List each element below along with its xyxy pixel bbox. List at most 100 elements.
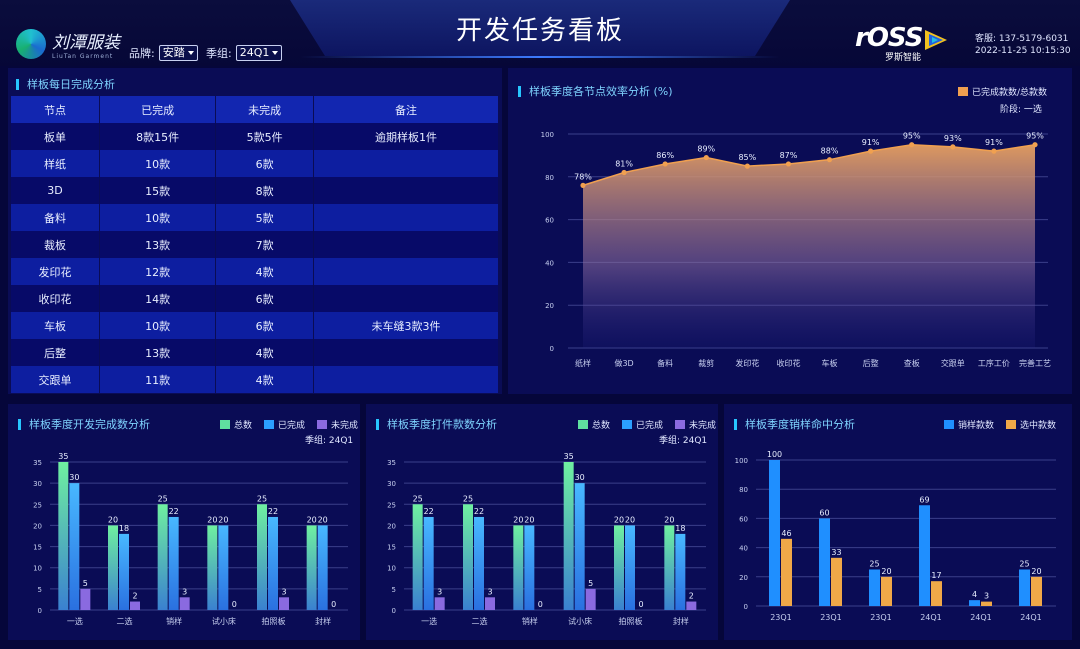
- data-label: 25: [158, 494, 168, 503]
- data-label: 33: [831, 548, 841, 557]
- efficiency-panel-title: 样板季度各节点效率分析 (%): [518, 83, 673, 99]
- brand-select[interactable]: 安踏: [158, 45, 198, 61]
- data-label: 81%: [615, 160, 633, 169]
- x-tick-label: 二选: [472, 616, 488, 626]
- data-label: 30: [575, 473, 585, 482]
- data-label: 20: [614, 515, 624, 524]
- ross-logo-cn: 罗斯智能: [885, 53, 922, 63]
- logo-mark-icon: [16, 29, 46, 59]
- data-label: 95%: [903, 132, 921, 141]
- table-cell: 6款: [215, 150, 315, 177]
- table-cell: 车板: [11, 312, 101, 339]
- chevron-down-icon: [272, 51, 279, 55]
- legend-swatch: [578, 420, 588, 429]
- area-fill: [583, 144, 1035, 348]
- legend-item: 总数: [220, 418, 252, 431]
- legend-label: 总数: [234, 421, 253, 431]
- bar: [306, 525, 317, 610]
- table-cell: 5款: [215, 204, 315, 231]
- y-tick-label: 0: [38, 607, 42, 615]
- table-header-cell: 备注: [313, 96, 499, 123]
- stage-note: 阶段: 一选: [1000, 105, 1042, 115]
- data-label: 0: [538, 600, 543, 609]
- legend-label: 未完成: [689, 421, 717, 431]
- bar: [1019, 569, 1030, 606]
- data-label: 25: [463, 494, 473, 503]
- bar: [869, 569, 880, 606]
- data-label: 3: [437, 587, 442, 596]
- bar: [257, 504, 267, 610]
- x-tick-label: 做3D: [614, 358, 633, 368]
- data-label: 35: [58, 452, 68, 461]
- legend-item: 已完成: [264, 418, 305, 431]
- bar: [317, 525, 328, 610]
- data-label: 0: [331, 600, 336, 609]
- data-point: [950, 144, 956, 150]
- data-label: 3: [182, 587, 187, 596]
- table-cell: 未车缝3款3件: [313, 312, 499, 339]
- data-label: 4: [972, 590, 977, 599]
- table-row: 收印花 14款 6款: [11, 285, 499, 312]
- x-tick-label: 销样: [522, 616, 538, 626]
- x-tick-label: 24Q1: [970, 613, 992, 622]
- table-cell: 4款: [215, 339, 315, 366]
- data-label: 22: [474, 507, 484, 516]
- x-tick-label: 24Q1: [920, 613, 942, 622]
- bar: [485, 597, 495, 610]
- page-title: 开发任务看板: [455, 16, 624, 46]
- data-label: 2: [132, 592, 137, 601]
- y-tick-label: 40: [739, 545, 748, 553]
- data-label: 5: [588, 579, 593, 588]
- legend-swatch: [1006, 420, 1017, 429]
- table-header-cell: 已完成: [99, 96, 217, 123]
- table-row: 交跟单 11款 4款: [11, 366, 499, 393]
- print-legend: 总数 已完成 未完成: [578, 418, 716, 431]
- table-cell: 交跟单: [11, 366, 101, 393]
- table-cell: 11款: [99, 366, 217, 393]
- y-tick-label: 20: [387, 522, 396, 530]
- y-tick-label: 25: [387, 501, 396, 509]
- x-tick-label: 拍照板: [619, 616, 643, 626]
- table-cell: 发印花: [11, 258, 101, 285]
- y-tick-label: 0: [392, 607, 396, 615]
- x-tick-label: 交跟单: [941, 358, 965, 368]
- bar: [781, 538, 792, 606]
- data-label: 69: [919, 495, 929, 504]
- legend-label: 销样款数: [958, 421, 995, 431]
- bar: [218, 525, 229, 610]
- table-cell: [313, 258, 499, 285]
- title-underline: [300, 56, 780, 58]
- y-tick-label: 5: [38, 586, 42, 594]
- legend-item: 未完成: [317, 418, 358, 431]
- table-row: 备料 10款 5款: [11, 204, 499, 231]
- y-tick-label: 20: [739, 574, 748, 582]
- legend-item: 总数: [578, 418, 610, 431]
- data-label: 87%: [780, 151, 798, 160]
- table-cell: 5款5件: [215, 123, 315, 150]
- bar: [675, 533, 686, 610]
- x-tick-label: 拍照板: [262, 616, 286, 626]
- data-point: [991, 148, 997, 154]
- bar: [563, 462, 574, 610]
- table-cell: 4款: [215, 258, 315, 285]
- season-select[interactable]: 24Q1: [235, 45, 283, 61]
- bar: [664, 525, 675, 610]
- print-season-note: 季组: 24Q1: [659, 436, 708, 446]
- legend-swatch: [317, 420, 328, 429]
- y-tick-label: 100: [541, 131, 554, 139]
- bar: [769, 460, 780, 606]
- y-tick-label: 25: [33, 501, 42, 509]
- data-label: 20: [207, 515, 217, 524]
- table-cell: 10款: [99, 204, 217, 231]
- table-cell: 备料: [11, 204, 101, 231]
- y-tick-label: 80: [545, 174, 554, 182]
- data-label: 89%: [697, 145, 715, 154]
- table-row: 样纸 10款 6款: [11, 150, 499, 177]
- data-point: [826, 157, 833, 163]
- x-tick-label: 24Q1: [1020, 613, 1042, 622]
- x-tick-label: 发印花: [735, 358, 759, 368]
- data-label: 20: [625, 515, 635, 524]
- data-label: 91%: [862, 138, 880, 147]
- bar: [130, 601, 140, 610]
